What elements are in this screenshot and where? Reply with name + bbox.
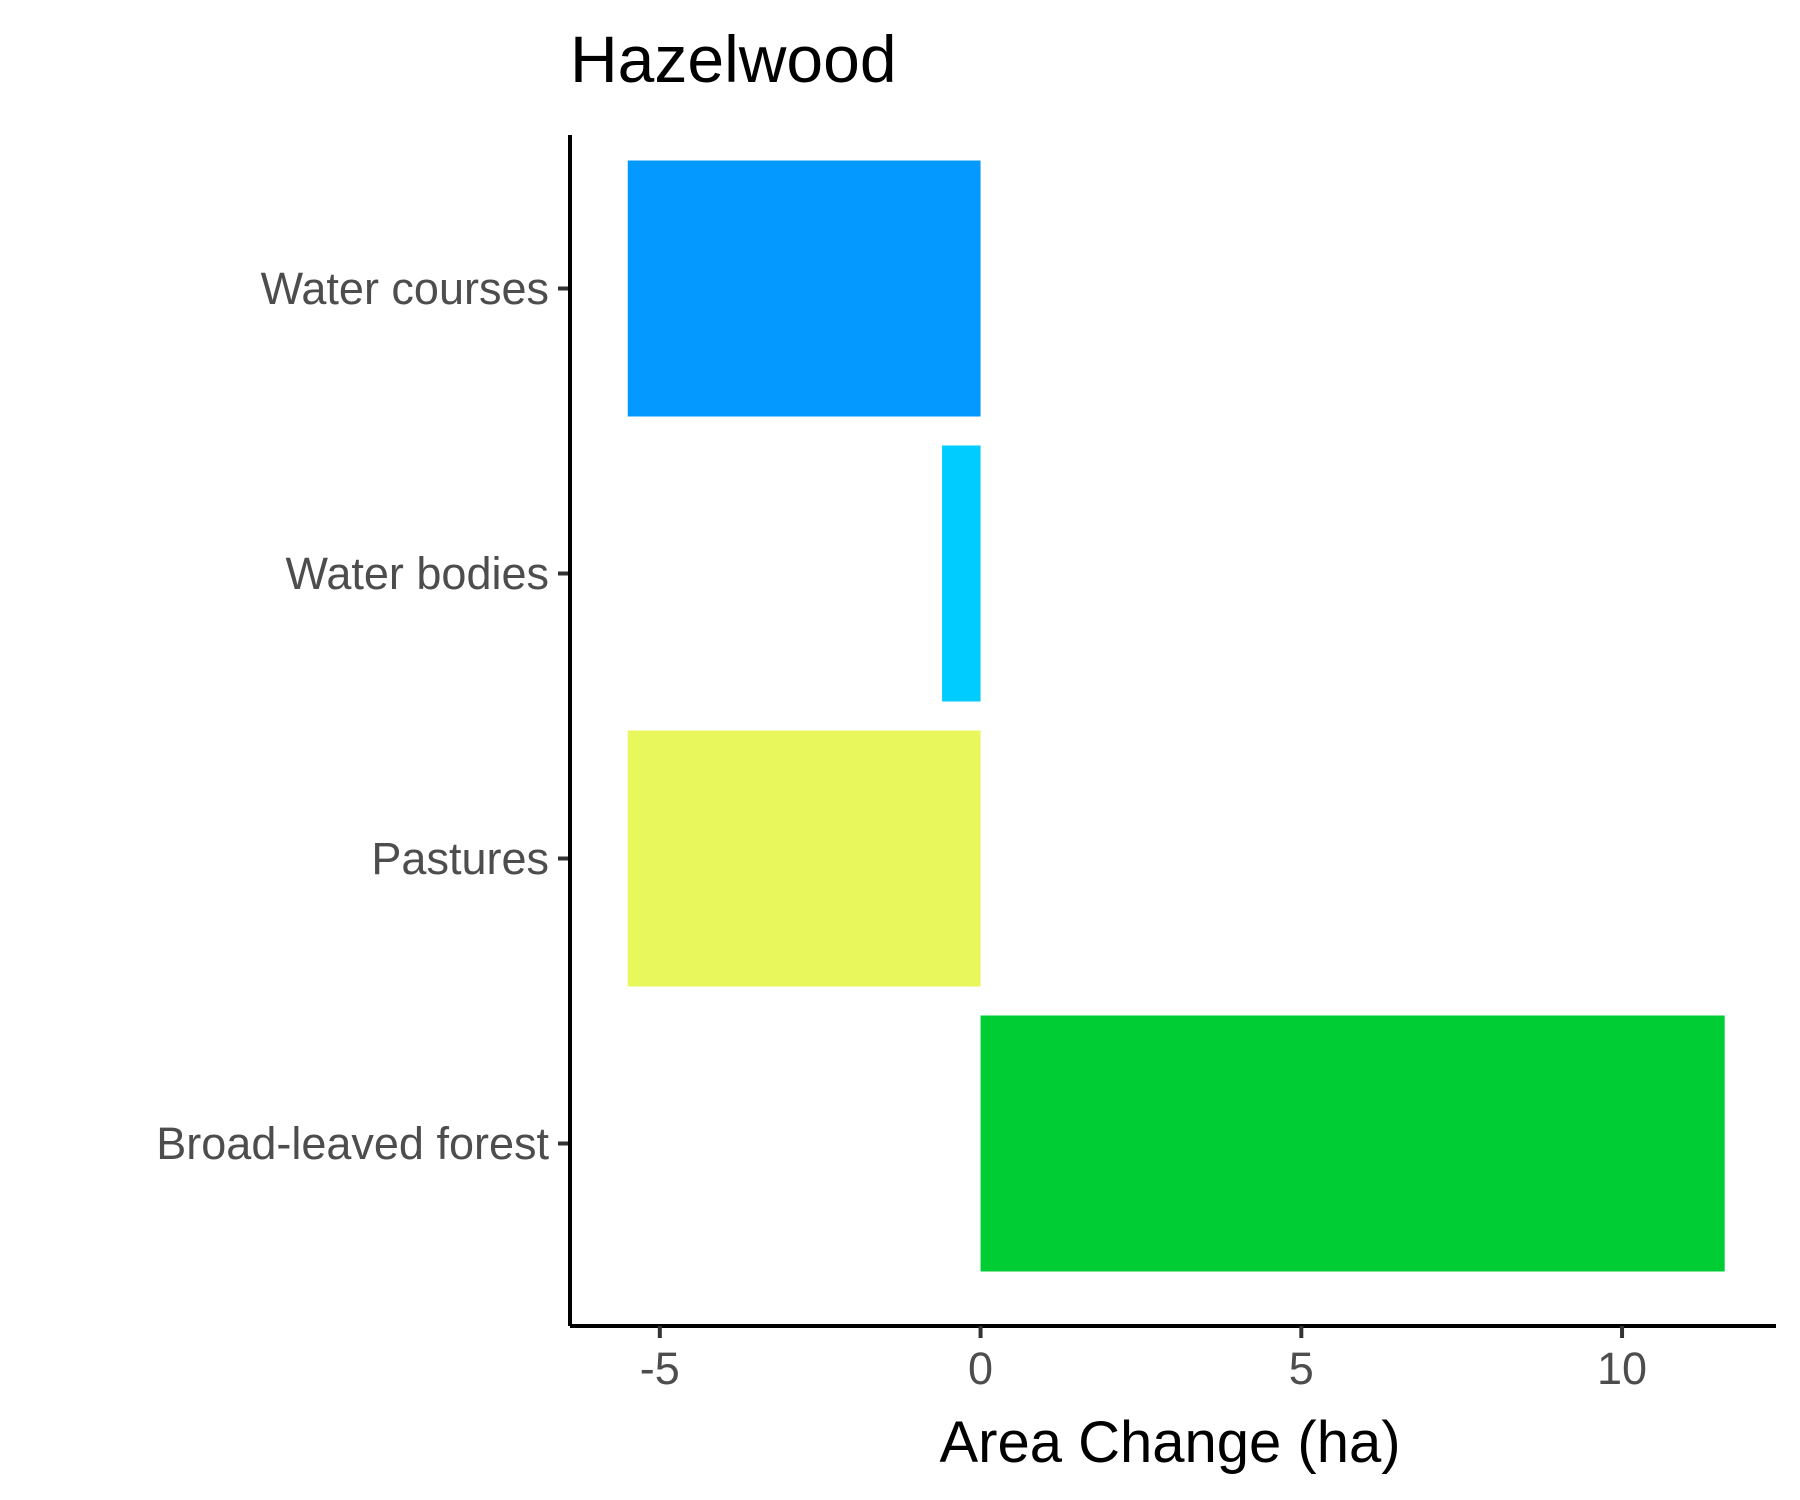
x-tick-label: -5 [640,1343,680,1394]
x-axis: -5 0 5 10 [570,1324,1776,1394]
y-tick-label: Water bodies [286,548,549,599]
x-tick-label: 5 [1289,1343,1314,1394]
y-tick-label: Broad-leaved forest [156,1118,549,1169]
chart-title: Hazelwood [570,22,897,96]
y-tick-label: Pastures [371,833,549,884]
bar-water-bodies [942,445,981,702]
bars-group [627,160,1725,1272]
x-tick-label: 0 [968,1343,993,1394]
bar-broad-leaved-forest [980,1015,1725,1272]
y-tick-label: Water courses [261,263,549,314]
x-tick-label: 10 [1597,1343,1647,1394]
y-axis: Water courses Water bodies Pastures Broad-l… [156,135,572,1326]
bar-pastures [627,730,981,987]
bar-water-courses [627,160,981,417]
x-axis-title: Area Change (ha) [939,1410,1400,1475]
